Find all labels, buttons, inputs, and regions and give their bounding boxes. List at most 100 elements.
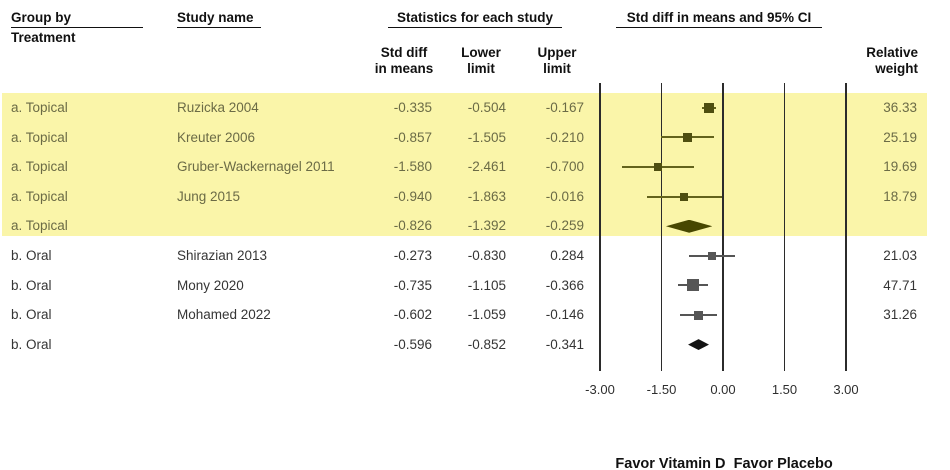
summary-diamond	[665, 219, 713, 233]
subheader-relative-weight: Relative weight	[845, 45, 918, 77]
weight-cell: 25.19	[883, 129, 917, 145]
upper-limit-cell: -0.259	[545, 218, 584, 234]
plot-gridline	[783, 83, 786, 362]
summary-diamond	[688, 339, 709, 351]
upper-limit-cell: -0.700	[545, 159, 584, 175]
subheader-weight-line1: Relative	[866, 45, 918, 60]
subheader-std-diff-line2: in means	[374, 61, 434, 76]
effect-square	[654, 163, 663, 171]
axis-tick	[845, 362, 847, 371]
group-cell: a. Topical	[11, 100, 68, 115]
subheader-std-diff: Std diff in means	[364, 45, 444, 77]
favor-labels: Favor Vitamin D Favor Placebo	[516, 440, 916, 470]
lower-limit-cell: -2.461	[467, 159, 506, 175]
subheader-upper-line2: limit	[543, 61, 571, 76]
std-diff-cell: -0.273	[393, 248, 432, 263]
axis-tick-label: 3.00	[833, 382, 859, 397]
weight-cell: 36.33	[883, 100, 917, 115]
lower-limit-cell: -1.059	[467, 307, 506, 323]
std-diff-cell: -0.857	[393, 129, 432, 145]
upper-limit-cell: -0.016	[545, 188, 584, 204]
std-diff-cell: -1.580	[393, 159, 432, 175]
effect-square	[693, 310, 703, 320]
column-header-plot: Std diff in means and 95% CI	[616, 8, 822, 28]
weight-cell: 31.26	[883, 307, 917, 323]
study-cell: Shirazian 2013	[177, 248, 268, 263]
group-cell: a. Topical	[11, 218, 68, 234]
group-cell: b. Oral	[11, 277, 52, 293]
lower-limit-cell: -1.392	[467, 218, 506, 234]
lower-limit-cell: -0.852	[467, 336, 506, 352]
subheader-weight-line2: weight	[875, 61, 918, 76]
std-diff-cell: -0.602	[393, 307, 432, 323]
subheader-lower-limit: Lower limit	[441, 45, 521, 77]
study-cell: Kreuter 2006	[177, 129, 256, 145]
upper-limit-cell: -0.146	[545, 307, 584, 323]
upper-limit-cell: -0.167	[545, 100, 584, 115]
plot-gridline	[845, 83, 847, 362]
axis-tick-label: -1.50	[646, 382, 677, 397]
column-header-study: Study name	[177, 8, 261, 28]
std-diff-cell: -0.596	[393, 336, 432, 352]
subheader-upper-line1: Upper	[537, 45, 577, 60]
group-cell: a. Topical	[11, 159, 68, 175]
axis-tick	[722, 362, 724, 371]
column-header-group-line1: Group by	[11, 8, 143, 28]
highlight-band	[2, 93, 927, 236]
lower-limit-cell: -0.830	[467, 248, 506, 263]
study-cell: Jung 2015	[177, 188, 241, 204]
weight-cell: 47.71	[883, 277, 917, 293]
axis-tick-label: 1.50	[771, 382, 798, 397]
lower-limit-cell: -1.863	[467, 188, 506, 204]
lower-limit-cell: -0.504	[467, 100, 506, 115]
favor-left-label: Favor Vitamin D	[615, 456, 726, 470]
column-header-group: Group by Treatment	[11, 8, 143, 47]
std-diff-cell: -0.940	[393, 188, 432, 204]
axis-tick-label: -3.00	[585, 382, 615, 397]
column-header-statistics: Statistics for each study	[388, 8, 562, 28]
group-cell: b. Oral	[11, 336, 52, 352]
lower-limit-cell: -1.505	[467, 129, 506, 145]
subheader-lower-line2: limit	[467, 61, 495, 76]
upper-limit-cell: 0.284	[550, 248, 584, 263]
weight-cell: 21.03	[883, 248, 917, 263]
std-diff-cell: -0.826	[393, 218, 432, 234]
effect-square	[707, 251, 716, 260]
group-cell: b. Oral	[11, 248, 52, 263]
group-cell: a. Topical	[11, 188, 68, 204]
study-cell: Gruber-Wackernagel 2011	[177, 159, 335, 175]
subheader-upper-limit: Upper limit	[517, 45, 597, 77]
upper-limit-cell: -0.341	[545, 336, 584, 352]
group-cell: a. Topical	[11, 129, 68, 145]
study-cell: Mohamed 2022	[177, 307, 271, 323]
axis-tick	[599, 362, 601, 371]
effect-square	[680, 192, 689, 201]
std-diff-cell: -0.335	[393, 100, 432, 115]
effect-square	[683, 132, 693, 142]
column-header-group-line2: Treatment	[11, 30, 76, 45]
plot-gridline	[722, 83, 724, 362]
std-diff-cell: -0.735	[393, 277, 432, 293]
plot-gridline	[599, 83, 601, 362]
plot-gridline	[660, 83, 663, 362]
study-cell: Mony 2020	[177, 277, 244, 293]
lower-limit-cell: -1.105	[467, 277, 506, 293]
subheader-lower-line1: Lower	[461, 45, 501, 60]
axis-tick-label: 0.00	[710, 382, 736, 397]
group-cell: b. Oral	[11, 307, 52, 323]
study-cell: Ruzicka 2004	[177, 100, 259, 115]
upper-limit-cell: -0.210	[545, 129, 584, 145]
effect-square	[704, 102, 715, 113]
axis-tick	[783, 362, 786, 371]
effect-square	[686, 279, 699, 292]
axis-tick	[660, 362, 663, 371]
favor-right-label: Favor Placebo	[733, 456, 833, 470]
weight-cell: 18.79	[883, 188, 917, 204]
subheader-std-diff-line1: Std diff	[380, 45, 428, 60]
upper-limit-cell: -0.366	[545, 277, 584, 293]
weight-cell: 19.69	[883, 159, 917, 175]
